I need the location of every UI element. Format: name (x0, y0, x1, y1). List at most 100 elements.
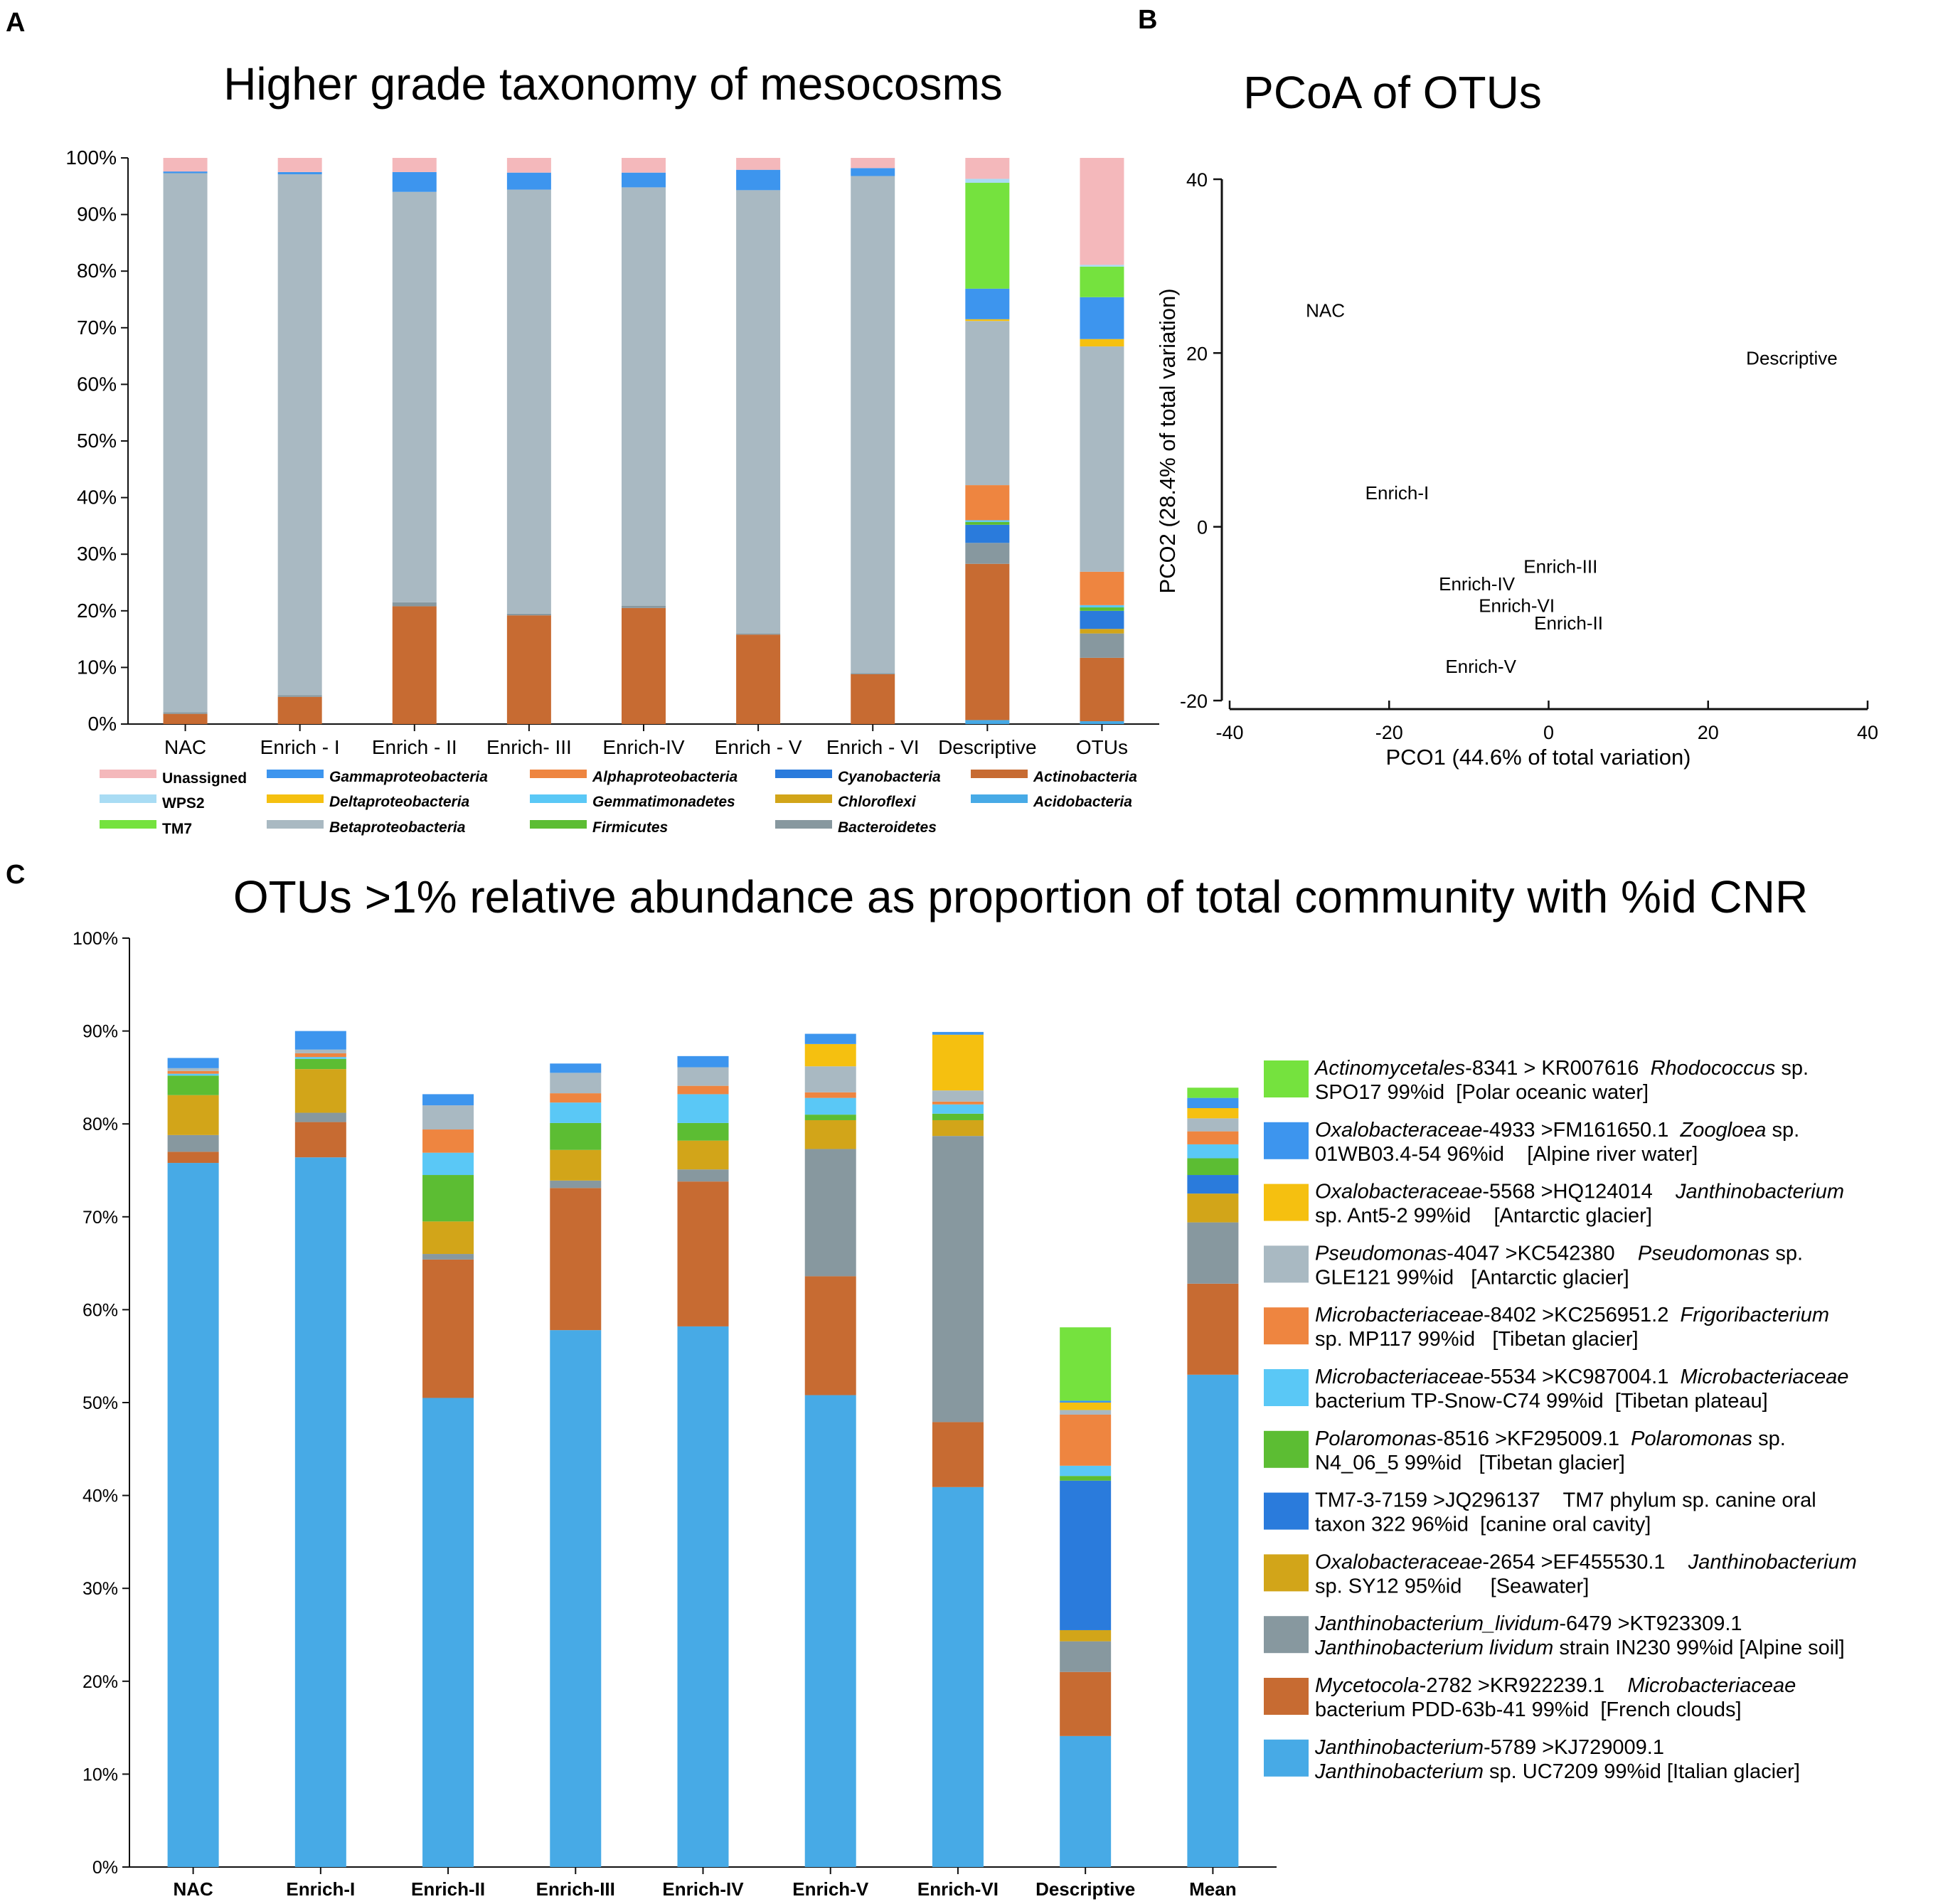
legend-label-part: -2654 >EF455530.1 (1482, 1551, 1688, 1573)
y-tick-label: 90% (82, 1022, 118, 1042)
legend-swatch-cyano (1264, 1492, 1309, 1530)
bar-segment-mycetocola-2782 (1187, 1283, 1239, 1375)
legend-label-part: Janthinobacterium_lividum (1314, 1612, 1559, 1635)
y-tick-label: 70% (82, 1208, 118, 1228)
legend-swatch-betaproteobacteria (267, 820, 324, 829)
legend-label-part: -5568 >HQ124014 (1482, 1181, 1676, 1203)
x-tick-label: OTUs (1076, 736, 1128, 758)
bar-segment-tm7 (1080, 266, 1124, 297)
panel-c-title: OTUs >1% relative abundance as proportio… (233, 871, 1808, 922)
bar-segment-bacteroidetes (736, 633, 781, 635)
legend-swatch-unassigned (100, 770, 156, 778)
bar-segment-janthinobacterium-lividum-6479 (294, 1112, 346, 1122)
bar-segment-janthinobacterium-5789 (422, 1398, 474, 1867)
legend-label-part: sp. (1752, 1427, 1786, 1450)
legend-label-acidobacteria: Acidobacteria (1033, 794, 1132, 810)
y-tick-label: 100% (65, 147, 117, 169)
bar-segment-polaromonas-8516 (1060, 1476, 1112, 1481)
legend-label-part: sp. Ant5-2 99%id [Antarctic glacier] (1315, 1205, 1652, 1228)
bar-segment-betaproteobacteria (736, 190, 781, 634)
bar-segment-microbacteriaceae-5534 (422, 1152, 474, 1176)
legend-label-part: Mycetocola (1315, 1674, 1420, 1697)
y-tick-label: 60% (82, 1300, 118, 1320)
legend-label-part: Pseudomonas (1315, 1242, 1447, 1265)
legend-label-chloroflexi: sp. SY12 95%id [Seawater] (1315, 1575, 1589, 1597)
legend-label-part: -4933 >FM161650.1 (1482, 1119, 1680, 1142)
bar-segment-oxalobacteraceae-4933 (804, 1033, 856, 1044)
bar-segment-bacteroidetes (392, 602, 437, 607)
bar-segment-janthinobacterium-lividum-6479 (1187, 1222, 1239, 1284)
bar-segment-microbacteriaceae-8402 (932, 1101, 984, 1105)
bar-segment-gemmatimonadetes (965, 520, 1010, 522)
bar-segment-microbacteriaceae-5534 (294, 1057, 346, 1059)
legend-swatch-actinobacteria (971, 770, 1028, 778)
bar-segment-oxalobacteraceae-2654 (422, 1221, 474, 1255)
bar-segment-gammaproteobacteria (506, 172, 551, 190)
x-tick-label: 40 (1857, 722, 1878, 743)
bar-segment-mycetocola-2782 (550, 1188, 602, 1331)
legend-swatch-cyanobacteria (775, 770, 832, 778)
bar-segment-alphaproteobacteria (1080, 571, 1124, 605)
bar-segment-pseudomonas-4047 (804, 1066, 856, 1092)
bar-segment-polaromonas-8516 (550, 1122, 602, 1150)
bar-segment-polaromonas-8516 (422, 1175, 474, 1222)
bar-segment-microbacteriaceae-5534 (167, 1073, 219, 1076)
legend-label-bacteroidetes: Janthinobacterium lividum strain IN230 9… (1314, 1637, 1845, 1659)
legend-swatch-acidobacteria (971, 794, 1028, 803)
legend-label-part: Janthinobacterium (1688, 1551, 1857, 1573)
legend-label-gemmat: Microbacteriaceae-5534 >KC987004.1 Micro… (1315, 1366, 1848, 1388)
legend-label-acido: Janthinobacterium sp. UC7209 99%id [Ital… (1314, 1760, 1800, 1783)
legend-label-part: -8341 > KR007616 (1465, 1057, 1650, 1080)
bar-segment-janthinobacterium-5789 (550, 1330, 602, 1867)
bar-segment-gammaproteobacteria (277, 171, 322, 175)
bar-segment-tm7-3-7159 (1187, 1175, 1239, 1194)
bar-segment-unassigned (851, 158, 895, 169)
bar-segment-firmicutes (965, 521, 1010, 525)
bar-segment-janthinobacterium-lividum-6479 (677, 1169, 729, 1182)
x-tick-label: Enrich-III (536, 1878, 615, 1900)
legend-label-tm7: SPO17 99%id [Polar oceanic water] (1315, 1081, 1649, 1104)
bar-segment-polaromonas-8516 (1187, 1158, 1239, 1176)
bar-segment-pseudomonas-4047 (294, 1049, 346, 1053)
bar-segment-polaromonas-8516 (804, 1115, 856, 1120)
panel-b-title: PCoA of OTUs (1243, 67, 1542, 118)
legend-label-alpha: sp. MP117 99%id [Tibetan glacier] (1315, 1328, 1639, 1351)
bar-segment-microbacteriaceae-8402 (550, 1093, 602, 1103)
bar-segment-firmicutes (1080, 607, 1124, 611)
legend-label-actinobacteria: Actinobacteria (1033, 769, 1137, 785)
legend-label-part: sp. (1769, 1242, 1803, 1265)
bar-segment-pseudomonas-4047 (550, 1073, 602, 1094)
legend-swatch-wps2 (100, 794, 156, 803)
legend-label-part: Polaromonas (1315, 1427, 1437, 1450)
legend-label-part: taxon 322 96%id [canine oral cavity] (1315, 1514, 1651, 1536)
bar-segment-gammaproteobacteria (965, 288, 1010, 319)
bar-segment-betaproteobacteria (163, 173, 208, 713)
bar-segment-janthinobacterium-5789 (677, 1326, 729, 1867)
bar-segment-oxalobacteraceae-4933 (422, 1094, 474, 1106)
legend-label-unassigned: Unassigned (162, 770, 247, 787)
bar-segment-oxalobacteraceae-2654 (294, 1069, 346, 1113)
legend-label-part: sp. MP117 99%id [Tibetan glacier] (1315, 1328, 1639, 1351)
legend-label-chloroflexi: Chloroflexi (838, 794, 917, 810)
legend-label-part: bacterium PDD-63b-41 99%id [French cloud… (1315, 1698, 1742, 1721)
legend-label-part: -5789 >KJ729009.1 (1484, 1736, 1664, 1759)
y-tick-label: 80% (82, 1115, 118, 1134)
point-label-enrich-iv: Enrich-IV (1439, 573, 1516, 595)
bar-segment-unassigned (965, 158, 1010, 179)
bar-segment-bacteroidetes (1080, 633, 1124, 658)
bar-segment-janthinobacterium-lividum-6479 (422, 1254, 474, 1260)
legend-label-alpha: Microbacteriaceae-8402 >KC256951.2 Frigo… (1315, 1304, 1829, 1326)
y-tick-label: 40% (77, 486, 117, 509)
bar-segment-alphaproteobacteria (965, 485, 1010, 521)
bar-segment-gemmatimonadetes (1080, 605, 1124, 608)
bar-segment-mycetocola-2782 (1060, 1671, 1112, 1736)
bar-segment-oxalobacteraceae-4933 (1060, 1400, 1112, 1403)
legend-label-part: -8516 >KF295009.1 (1437, 1427, 1631, 1450)
legend-label-part: sp. (1766, 1119, 1799, 1142)
legend-label-part: -2782 >KR922239.1 (1420, 1674, 1628, 1697)
bar-segment-wps2 (965, 179, 1010, 184)
bar-segment-janthinobacterium-5789 (1187, 1374, 1239, 1867)
bar-segment-microbacteriaceae-8402 (294, 1053, 346, 1058)
bar-segment-pseudomonas-4047 (167, 1068, 219, 1071)
x-tick-label: Enrich-VI (917, 1878, 999, 1900)
